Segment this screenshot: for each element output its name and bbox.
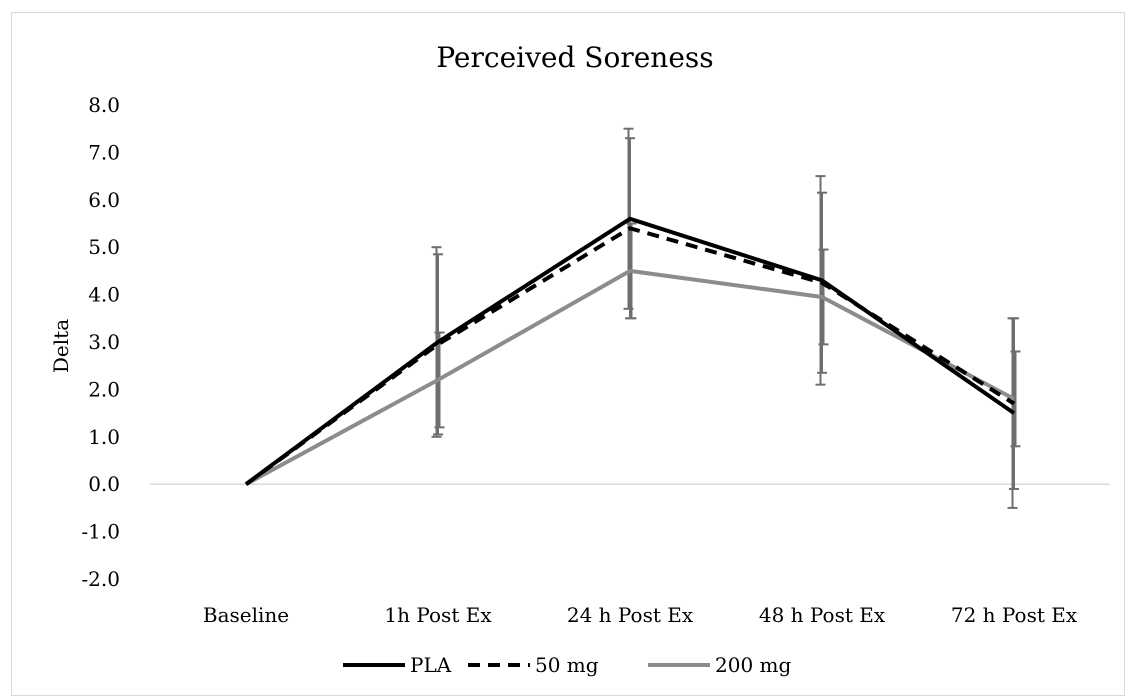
y-tick-label: 3.0 bbox=[88, 330, 120, 354]
legend-label: 50 mg bbox=[535, 653, 599, 677]
y-tick-label: 2.0 bbox=[88, 377, 120, 401]
x-tick-label: 24 h Post Ex bbox=[567, 603, 694, 627]
x-tick-label: 48 h Post Ex bbox=[759, 603, 886, 627]
series-line-200-mg bbox=[245, 268, 1015, 486]
legend-label: 200 mg bbox=[715, 653, 791, 677]
y-tick-label: 7.0 bbox=[88, 140, 120, 164]
x-tick-label: 72 h Post Ex bbox=[951, 603, 1078, 627]
legend: PLA 50 mg 200 mg bbox=[343, 653, 791, 677]
series-line-50-mg bbox=[244, 226, 1016, 486]
legend-label: PLA bbox=[410, 653, 452, 677]
y-tick-label: 1.0 bbox=[88, 425, 120, 449]
x-tick-label: Baseline bbox=[203, 603, 289, 627]
x-tick-label: 1h Post Ex bbox=[384, 603, 492, 627]
y-tick-label: -1.0 bbox=[81, 520, 120, 544]
y-tick-label: 8.0 bbox=[88, 93, 120, 117]
plot-area: 8.0 7.0 6.0 5.0 4.0 3.0 2.0 1.0 0.0 -1.0 -2.0 Basel… bbox=[81, 93, 1110, 627]
series-line-pla bbox=[244, 216, 1016, 486]
y-tick-label: 6.0 bbox=[88, 188, 120, 212]
y-axis-title: Delta bbox=[49, 319, 73, 373]
chart-frame bbox=[11, 12, 1125, 696]
y-tick-label: 4.0 bbox=[88, 283, 120, 307]
y-tick-label: 0.0 bbox=[88, 472, 120, 496]
y-tick-label: 5.0 bbox=[88, 235, 120, 259]
chart-title: Perceived Soreness bbox=[436, 41, 713, 74]
y-tick-label: -2.0 bbox=[81, 567, 120, 591]
